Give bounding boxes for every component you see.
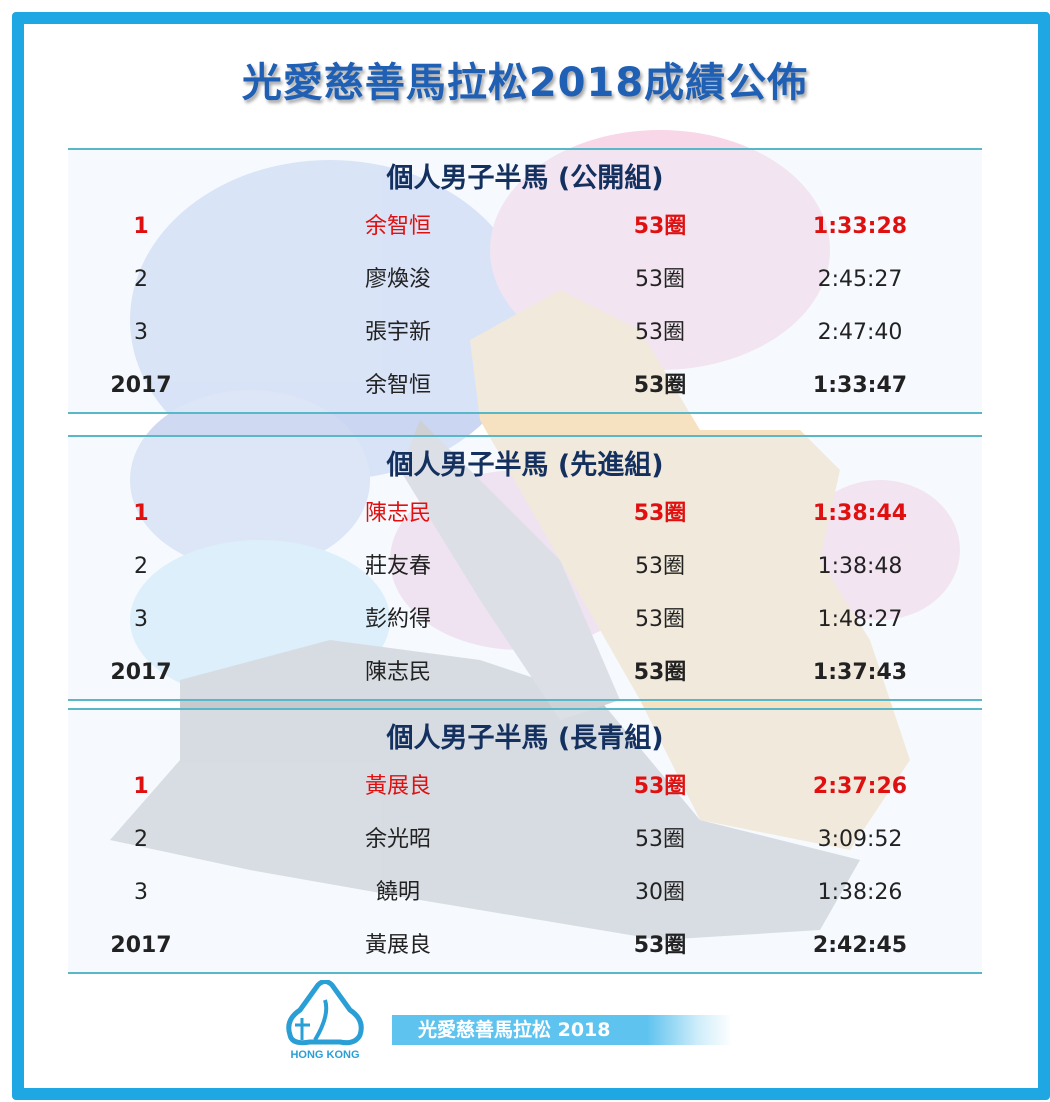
rank: 3 — [134, 880, 148, 905]
finish-time: 1:38:44 — [812, 501, 908, 526]
section-title: 個人男子半馬 (先進組) — [386, 450, 664, 481]
results-section: 個人男子半馬 (公開組) 1 余智恒 53圈 1:33:28 2 廖煥浚 53圈… — [68, 148, 982, 414]
runner-name: 陳志民 — [364, 660, 432, 685]
laps: 53圈 — [635, 554, 685, 579]
result-row: 3 饒明 30圈 1:38:26 — [68, 866, 982, 919]
result-row: 2017 黃展良 53圈 2:42:45 — [68, 919, 982, 972]
result-row: 2 莊友春 53圈 1:38:48 — [68, 540, 982, 593]
rank: 3 — [134, 320, 148, 345]
results-section: 個人男子半馬 (長青組) 1 黃展良 53圈 2:37:26 2 余光昭 53圈… — [68, 708, 982, 974]
finish-time: 1:38:26 — [817, 880, 903, 905]
results-section: 個人男子半馬 (先進組) 1 陳志民 53圈 1:38:44 2 莊友春 53圈… — [68, 435, 982, 701]
finish-time: 2:42:45 — [812, 933, 908, 958]
event-banner: 光愛慈善馬拉松 2018 — [392, 1015, 732, 1045]
laps: 53圈 — [635, 267, 685, 292]
runner-name: 饒明 — [375, 880, 421, 905]
laps: 53圈 — [635, 827, 685, 852]
rank: 2017 — [110, 933, 172, 958]
result-row: 2017 陳志民 53圈 1:37:43 — [68, 646, 982, 699]
laps: 53圈 — [635, 607, 685, 632]
rank: 2 — [134, 267, 148, 292]
finish-time: 2:47:40 — [817, 320, 903, 345]
rank: 2 — [134, 827, 148, 852]
finish-time: 1:38:48 — [817, 554, 903, 579]
laps: 53圈 — [633, 373, 687, 398]
rank: 3 — [134, 607, 148, 632]
result-row: 2 余光昭 53圈 3:09:52 — [68, 813, 982, 866]
section-title: 個人男子半馬 (長青組) — [386, 723, 664, 754]
laps: 53圈 — [633, 774, 687, 799]
result-row: 2 廖煥浚 53圈 2:45:27 — [68, 253, 982, 306]
runner-name: 陳志民 — [364, 501, 432, 526]
runner-name: 余智恒 — [364, 214, 432, 239]
page-title: 光愛慈善馬拉松2018成績公佈 — [241, 60, 809, 106]
result-row: 3 張宇新 53圈 2:47:40 — [68, 306, 982, 359]
runner-name: 莊友春 — [364, 554, 432, 579]
laps: 53圈 — [633, 501, 687, 526]
finish-time: 1:48:27 — [817, 607, 903, 632]
section-title: 個人男子半馬 (公開組) — [386, 163, 664, 194]
rank: 2017 — [110, 373, 172, 398]
hong-kong-logo: HONG KONG — [280, 979, 370, 1066]
finish-time: 1:33:28 — [812, 214, 908, 239]
result-row: 1 余智恒 53圈 1:33:28 — [68, 200, 982, 253]
rank: 1 — [133, 501, 149, 526]
finish-time: 1:33:47 — [812, 373, 908, 398]
runner-name: 黃展良 — [364, 933, 432, 958]
laps: 30圈 — [635, 880, 685, 905]
finish-time: 2:37:26 — [812, 774, 908, 799]
rank: 1 — [133, 774, 149, 799]
result-row: 1 陳志民 53圈 1:38:44 — [68, 487, 982, 540]
laps: 53圈 — [633, 933, 687, 958]
rank: 1 — [133, 214, 149, 239]
runner-name: 廖煥浚 — [364, 267, 432, 292]
runner-name: 黃展良 — [364, 774, 432, 799]
finish-time: 2:45:27 — [817, 267, 903, 292]
finish-time: 1:37:43 — [812, 660, 908, 685]
result-row: 1 黃展良 53圈 2:37:26 — [68, 760, 982, 813]
laps: 53圈 — [635, 320, 685, 345]
rank: 2017 — [110, 660, 172, 685]
result-row: 3 彭約得 53圈 1:48:27 — [68, 593, 982, 646]
banner-text: 光愛慈善馬拉松 2018 — [418, 1019, 611, 1041]
laps: 53圈 — [633, 214, 687, 239]
runner-name: 彭約得 — [364, 607, 432, 632]
runner-name: 張宇新 — [364, 320, 432, 345]
runner-name: 余智恒 — [364, 373, 432, 398]
rank: 2 — [134, 554, 148, 579]
laps: 53圈 — [633, 660, 687, 685]
result-row: 2017 余智恒 53圈 1:33:47 — [68, 359, 982, 412]
finish-time: 3:09:52 — [817, 827, 903, 852]
svg-text:HONG KONG: HONG KONG — [290, 1049, 359, 1061]
runner-name: 余光昭 — [364, 827, 432, 852]
